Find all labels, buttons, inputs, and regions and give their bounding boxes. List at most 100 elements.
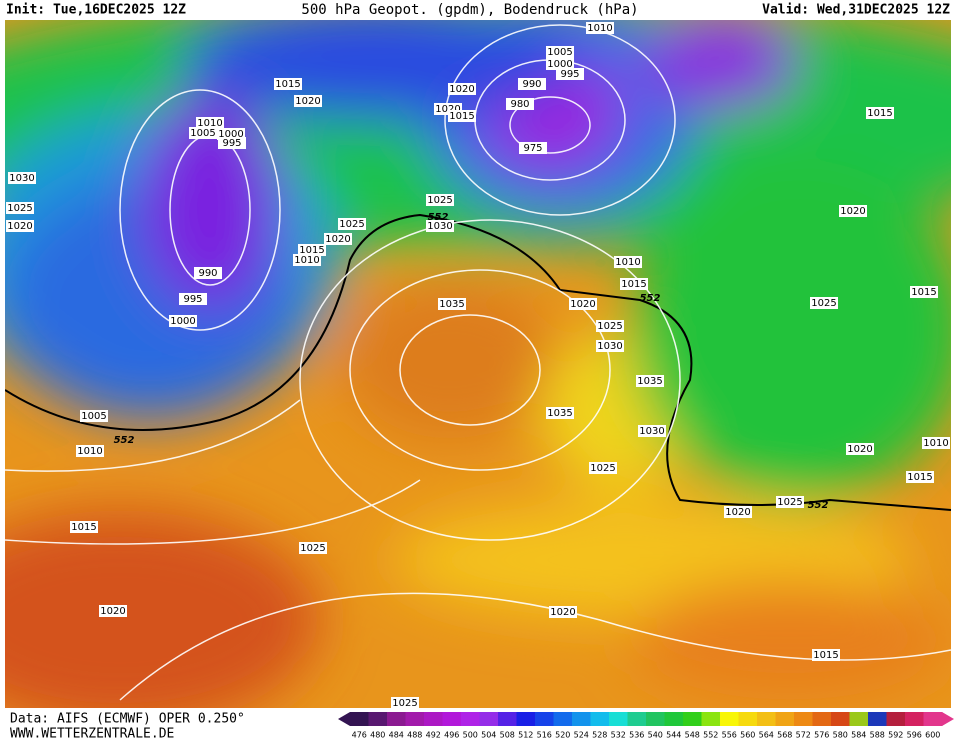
isobar-label: 1005: [81, 411, 106, 422]
colorbar-cell: [664, 712, 684, 726]
colorbar-cell: [553, 712, 573, 726]
isobar-label-box: [196, 117, 224, 129]
isobar-label: 1010: [197, 118, 222, 129]
isobar-label-box: [546, 407, 574, 419]
colorbar-cell: [775, 712, 795, 726]
isobar-label: 1035: [547, 408, 572, 419]
isobar-label: 1020: [840, 206, 865, 217]
colorbar-arrow-right: [942, 712, 954, 726]
isobar-label-box: [569, 298, 597, 310]
colorbar-label: 492: [426, 731, 441, 740]
colorbar-label: 548: [685, 731, 700, 740]
isobar-label: 1020: [725, 507, 750, 518]
isobar-label-box: [189, 127, 217, 139]
isobar-label: 1020: [100, 606, 125, 617]
isobar-label: 1015: [275, 79, 300, 90]
colorbar-cell: [886, 712, 906, 726]
isobar-label-box: [169, 315, 197, 327]
isobar-label-box: [391, 697, 419, 709]
colorbar-label: 524: [574, 731, 589, 740]
colorbar-label: 556: [722, 731, 737, 740]
contour-552-label: 552: [808, 500, 829, 511]
colorbar-cell: [498, 712, 517, 726]
isobar-label-box: [518, 78, 546, 90]
colorbar-label: 512: [518, 731, 533, 740]
isobar-label-box: [294, 95, 322, 107]
isobar-label-box: [298, 244, 326, 256]
isobar-label: 1030: [427, 221, 452, 232]
isobar-label: 1025: [590, 463, 615, 474]
isobar-label: 1035: [439, 299, 464, 310]
colorbar-label: 540: [648, 731, 663, 740]
isobar-label-box: [194, 267, 222, 279]
colorbar-cell: [683, 712, 702, 726]
isobar-label: 1015: [907, 472, 932, 483]
colorbar-label: 500: [463, 731, 478, 740]
isobar-label-box: [448, 83, 476, 95]
colorbar-label: 476: [352, 731, 367, 740]
isobar-label: 1015: [621, 279, 646, 290]
isobar-label: 990: [522, 79, 541, 90]
valid-time: Valid: Wed,31DEC2025 12Z: [762, 3, 950, 18]
isobar-label-box: [866, 107, 894, 119]
colorbar-cell: [923, 712, 943, 726]
colorbar-cell: [720, 712, 739, 726]
colorbar-label: 592: [888, 731, 903, 740]
isobar-label-box: [586, 22, 614, 34]
isobar-label-box: [6, 220, 34, 232]
isobar-label: 1025: [777, 497, 802, 508]
colorbar-label: 536: [629, 731, 644, 740]
isobar-label: 1020: [550, 607, 575, 618]
isobar-label: 1015: [867, 108, 892, 119]
site-name: WWW.WETTERZENTRALE.DE: [10, 727, 174, 741]
isobar-label: 1020: [295, 96, 320, 107]
isobar-label: 1025: [7, 203, 32, 214]
isobar-label-box: [293, 254, 321, 266]
colorbar-cell: [368, 712, 388, 726]
colorbar-label: 508: [500, 731, 515, 740]
isobar-label: 1020: [7, 221, 32, 232]
colorbar-cell: [849, 712, 869, 726]
isobar-label: 1000: [218, 129, 243, 140]
isobar-label: 1010: [587, 23, 612, 34]
isobar-label: 1020: [435, 104, 460, 115]
isobar-label: 1000: [547, 59, 572, 70]
isobar-label: 1010: [615, 257, 640, 268]
colorbar-label: 504: [481, 731, 496, 740]
colorbar-label: 568: [777, 731, 792, 740]
colorbar-label: 552: [703, 731, 718, 740]
isobar-label-box: [80, 410, 108, 422]
colorbar-label: 516: [537, 731, 552, 740]
isobar-label-box: [448, 110, 476, 122]
colorbar-cell: [350, 712, 369, 726]
colorbar-cell: [646, 712, 665, 726]
colorbar-label: 480: [370, 731, 385, 740]
colorbar-label: 600: [925, 731, 940, 740]
colorbar-label: 572: [796, 731, 811, 740]
colorbar-cell: [572, 712, 591, 726]
isobar-label-box: [589, 462, 617, 474]
isobar-label-box: [506, 98, 534, 110]
isobar-label: 1015: [449, 111, 474, 122]
isobar-label: 1010: [294, 255, 319, 266]
isobar-label: 1005: [547, 47, 572, 58]
isobar-label-box: [776, 496, 804, 508]
colorbar-label: 496: [444, 731, 459, 740]
isobar-label-box: [6, 202, 34, 214]
isobar-label: 1030: [639, 426, 664, 437]
isobar-label: 1025: [300, 543, 325, 554]
isobar-label-box: [546, 46, 574, 58]
isobar-label: 1020: [325, 234, 350, 245]
isobar-label-box: [274, 78, 302, 90]
colorbar-cell: [905, 712, 924, 726]
isobar-label: 995: [183, 294, 202, 305]
colorbar-cell: [831, 712, 850, 726]
colorbar-label: 528: [592, 731, 607, 740]
isobar-label: 1015: [813, 650, 838, 661]
colorbar-cell: [479, 712, 499, 726]
colorbar-cell: [868, 712, 887, 726]
isobar-label-box: [614, 256, 642, 268]
isobar-label-box: [218, 137, 246, 149]
colorbar-cell: [701, 712, 721, 726]
